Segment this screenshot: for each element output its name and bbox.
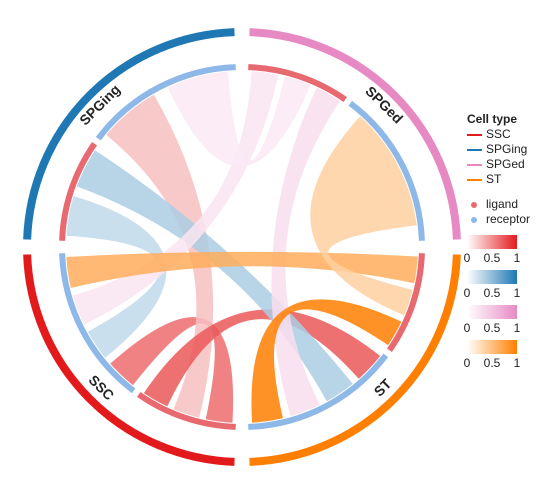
ligand-segment	[137, 391, 236, 430]
sector-ring	[23, 28, 235, 240]
colorbar-tick-label: 0	[464, 286, 471, 300]
legend-label: ligand	[486, 197, 518, 211]
sector-ring	[23, 254, 235, 466]
colorbar-tick-label: 0	[464, 251, 471, 265]
legend-label: ST	[486, 172, 502, 186]
sector-label: ST	[371, 375, 395, 399]
chord	[106, 94, 214, 418]
receptor-segment	[248, 353, 389, 430]
colorbar-tick-label: 0	[464, 321, 471, 335]
legend-dot	[471, 202, 477, 208]
sector-ring	[249, 254, 461, 466]
colorbar-tick-label: 1	[514, 251, 521, 265]
colorbar-tick-label: 1	[514, 321, 521, 335]
receptor-segment	[348, 100, 425, 241]
receptor-segment	[95, 64, 236, 141]
chord	[76, 150, 353, 402]
chord	[271, 87, 341, 417]
receptor-segment	[59, 253, 136, 394]
legend-title: Cell type	[467, 112, 517, 126]
legend-label: SSC	[486, 127, 511, 141]
colorbar-tick-label: 0.5	[484, 321, 501, 335]
colorbar-tick-label: 1	[514, 286, 521, 300]
colorbar-tick-label: 0.5	[484, 356, 501, 370]
chord	[143, 309, 381, 407]
chord	[72, 71, 279, 325]
ligand-segment	[386, 253, 425, 352]
colorbar	[467, 305, 517, 319]
colorbar	[467, 270, 517, 284]
ligand-segment	[248, 64, 347, 103]
colorbar-tick-label: 1	[514, 356, 521, 370]
sector-ring	[249, 28, 461, 240]
colorbar	[467, 340, 517, 354]
legend-label: receptor	[486, 212, 530, 226]
colorbar-tick-label: 0	[464, 356, 471, 370]
colorbar-tick-label: 0.5	[484, 286, 501, 300]
chord	[310, 116, 417, 316]
chord	[251, 299, 402, 423]
legend-label: SPGed	[486, 157, 525, 171]
colorbar-tick-label: 0.5	[484, 251, 501, 265]
legend-label: SPGing	[486, 142, 527, 156]
chord	[167, 71, 311, 167]
chord	[110, 317, 234, 423]
ligand-segment	[59, 142, 98, 241]
legend-dot	[471, 217, 477, 223]
colorbar	[467, 235, 517, 249]
chord	[66, 195, 167, 358]
